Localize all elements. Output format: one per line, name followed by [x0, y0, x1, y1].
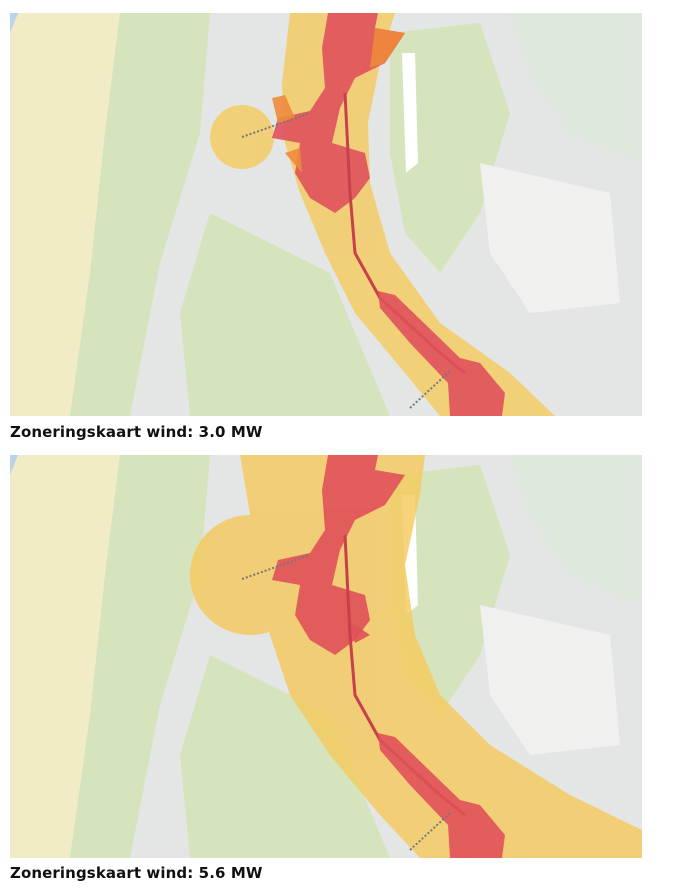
dunes-area — [10, 455, 120, 858]
zoning-map-3mw — [10, 13, 642, 416]
airport-area — [480, 605, 620, 755]
figure-caption: Zoneringskaart wind: 5.6 MW — [10, 864, 263, 882]
agriculture-area — [510, 13, 642, 163]
agriculture-area — [180, 213, 390, 416]
water-area — [10, 455, 18, 475]
runway — [402, 53, 418, 173]
figure-caption: Zoneringskaart wind: 3.0 MW — [10, 423, 263, 441]
agriculture-area — [70, 13, 210, 416]
agriculture-area — [510, 455, 642, 605]
dunes-area — [10, 13, 120, 416]
agriculture-area — [70, 455, 210, 858]
water-area — [10, 13, 18, 33]
airport-area — [480, 163, 620, 313]
agriculture-area — [180, 655, 390, 858]
agriculture-area — [390, 23, 510, 273]
zoning-map-5-6mw — [10, 455, 642, 858]
